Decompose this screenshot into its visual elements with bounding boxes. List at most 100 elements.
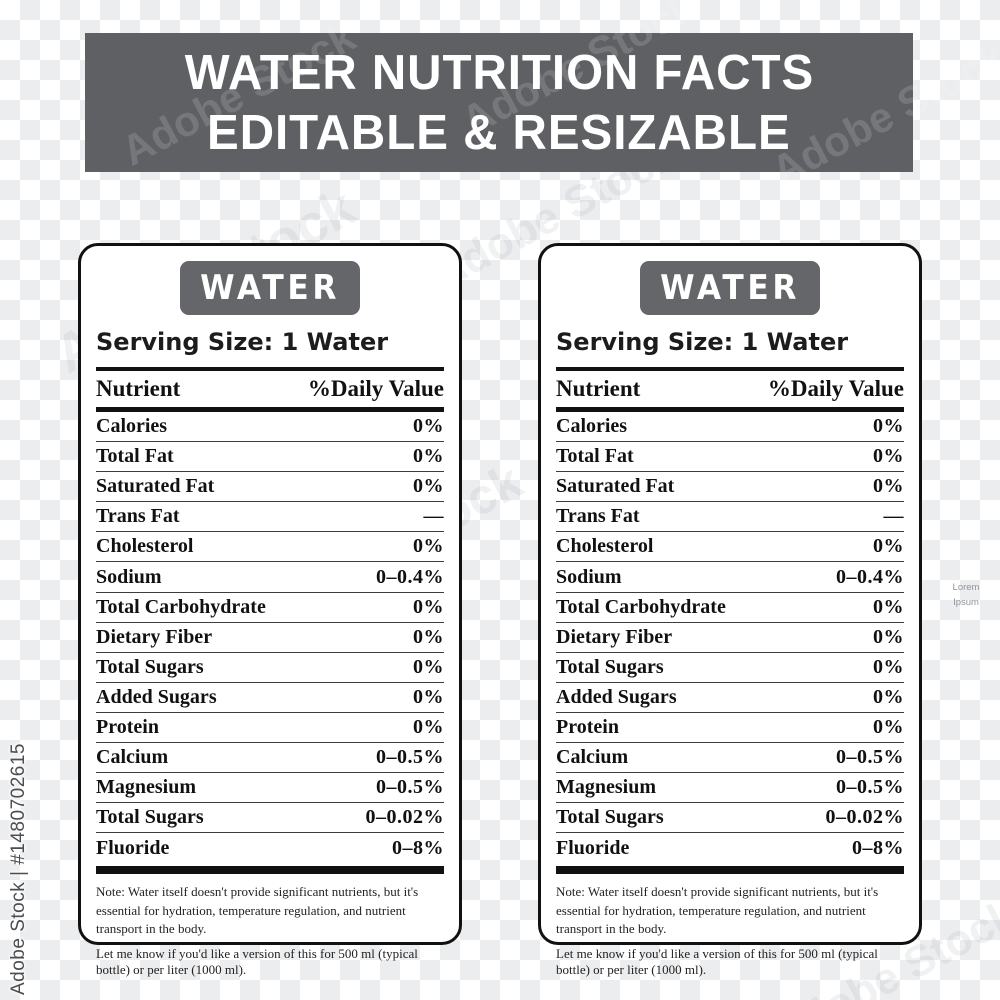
nutrient-value: 0–0.5% <box>376 776 444 799</box>
nutrient-name: Added Sugars <box>96 685 217 708</box>
table-row: Sodium 0–0.4% <box>556 562 904 593</box>
nutrient-value: 0% <box>413 595 444 618</box>
nutrient-name: Total Sugars <box>96 655 204 678</box>
column-header-nutrient: Nutrient <box>556 376 641 401</box>
table-row: Fluoride 0–8% <box>556 833 904 863</box>
nutrient-name: Sodium <box>556 565 622 588</box>
nutrient-name: Total Sugars <box>556 655 664 678</box>
nutrient-value: 0–0.02% <box>825 806 904 829</box>
table-row: Calcium 0–0.5% <box>96 743 444 774</box>
nutrient-value: 0% <box>873 685 904 708</box>
water-badge: WATER <box>640 261 820 315</box>
lorem-line-2: Ipsum <box>953 596 979 608</box>
nutrient-name: Cholesterol <box>556 535 654 558</box>
nutrient-value: 0–0.4% <box>836 565 904 588</box>
nutrient-name: Calcium <box>556 746 629 769</box>
nutrient-name: Total Sugars <box>96 806 204 829</box>
table-row: Added Sugars 0% <box>556 683 904 713</box>
nutrient-name: Calories <box>96 415 168 438</box>
water-badge-text: WATER <box>659 268 801 308</box>
note-text: Note: Water itself doesn't provide signi… <box>96 884 419 936</box>
title-banner: WATER NUTRITION FACTS EDITABLE & RESIZAB… <box>85 33 913 172</box>
nutrient-value: 0% <box>413 475 444 498</box>
table-row: Added Sugars 0% <box>96 683 444 713</box>
banner-line-1: WATER NUTRITION FACTS <box>184 45 814 100</box>
stock-id-watermark: Adobe Stock | #1480702615 <box>8 743 29 995</box>
table-row: Total Carbohydrate 0% <box>96 593 444 623</box>
nutrient-value: 0–0.4% <box>376 565 444 588</box>
nutrient-value: 0% <box>413 715 444 738</box>
table-row: Fluoride 0–8% <box>96 833 444 863</box>
nutrient-table: Calories 0% Total Fat 0% Saturated Fat 0% Tran… <box>556 412 904 863</box>
nutrient-name: Magnesium <box>96 776 196 799</box>
table-row: Total Sugars 0–0.02% <box>556 803 904 834</box>
divider-thick <box>96 367 444 371</box>
nutrient-value: 0% <box>413 415 444 438</box>
nutrient-value: 0% <box>873 445 904 468</box>
nutrient-value: 0–0.5% <box>836 776 904 799</box>
nutrient-value: 0% <box>413 535 444 558</box>
nutrient-name: Saturated Fat <box>556 475 675 498</box>
divider-bar <box>556 866 904 875</box>
table-row: Total Sugars 0–0.02% <box>96 803 444 834</box>
table-row: Total Fat 0% <box>556 442 904 473</box>
divider-bar <box>96 866 444 875</box>
nutrient-value: — <box>883 505 904 528</box>
divider-thick <box>556 407 904 412</box>
lorem-line-1: Lorem <box>952 582 980 593</box>
serving-size-text: Serving Size: 1 Water <box>96 328 389 356</box>
column-header-daily-value: %Daily Value <box>307 376 444 401</box>
table-row: Total Sugars 0% <box>96 653 444 683</box>
footer-text: Let me know if you'd like a version of t… <box>96 945 418 977</box>
nutrient-name: Total Carbohydrate <box>96 595 266 618</box>
table-row: Calories 0% <box>556 412 904 443</box>
nutrient-value: 0% <box>873 715 904 738</box>
table-row: Total Carbohydrate 0% <box>556 593 904 623</box>
table-row: Magnesium 0–0.5% <box>96 773 444 804</box>
nutrient-value: 0% <box>873 475 904 498</box>
nutrient-value: 0% <box>873 415 904 438</box>
divider-thick <box>96 407 444 412</box>
nutrient-name: Sodium <box>96 565 162 588</box>
footer-text: Let me know if you'd like a version of t… <box>556 945 878 977</box>
table-row: Protein 0% <box>556 713 904 744</box>
table-row: Trans Fat — <box>96 502 444 533</box>
nutrition-label-right: WATER Serving Size: 1 Water Nutrient %Da… <box>538 243 922 977</box>
table-row: Cholesterol 0% <box>96 532 444 563</box>
water-badge: WATER <box>180 261 360 315</box>
table-row: Dietary Fiber 0% <box>96 623 444 653</box>
nutrient-name: Magnesium <box>556 776 656 799</box>
nutrient-value: 0% <box>873 595 904 618</box>
divider-thick <box>556 367 904 371</box>
nutrient-name: Total Fat <box>556 445 634 468</box>
nutrient-name: Trans Fat <box>556 505 640 528</box>
table-header: Nutrient %Daily Value <box>556 371 904 407</box>
column-header-nutrient: Nutrient <box>96 376 181 401</box>
table-header: Nutrient %Daily Value <box>96 371 444 407</box>
column-header-daily-value: %Daily Value <box>767 376 904 401</box>
table-row: Calcium 0–0.5% <box>556 743 904 774</box>
serving-size-text: Serving Size: 1 Water <box>556 328 849 356</box>
nutrient-value: — <box>423 505 444 528</box>
water-badge-text: WATER <box>199 268 341 308</box>
nutrition-label-left: WATER Serving Size: 1 Water Nutrient %Da… <box>78 243 462 977</box>
nutrient-value: 0% <box>873 655 904 678</box>
nutrient-value: 0% <box>413 445 444 468</box>
nutrient-name: Protein <box>96 715 159 738</box>
table-row: Saturated Fat 0% <box>556 472 904 503</box>
table-row: Saturated Fat 0% <box>96 472 444 503</box>
nutrient-value: 0% <box>413 655 444 678</box>
nutrient-name: Added Sugars <box>556 685 677 708</box>
table-row: Total Fat 0% <box>96 442 444 473</box>
nutrient-name: Calories <box>556 415 628 438</box>
nutrient-value: 0–8% <box>852 836 904 859</box>
nutrient-name: Total Fat <box>96 445 174 468</box>
nutrient-name: Fluoride <box>556 836 630 859</box>
nutrient-value: 0% <box>413 685 444 708</box>
lorem-ipsum-marker: Lorem Ipsum <box>942 581 990 610</box>
banner-line-2: EDITABLE & RESIZABLE <box>207 105 791 160</box>
nutrient-name: Protein <box>556 715 619 738</box>
table-row: Sodium 0–0.4% <box>96 562 444 593</box>
table-row: Dietary Fiber 0% <box>556 623 904 653</box>
